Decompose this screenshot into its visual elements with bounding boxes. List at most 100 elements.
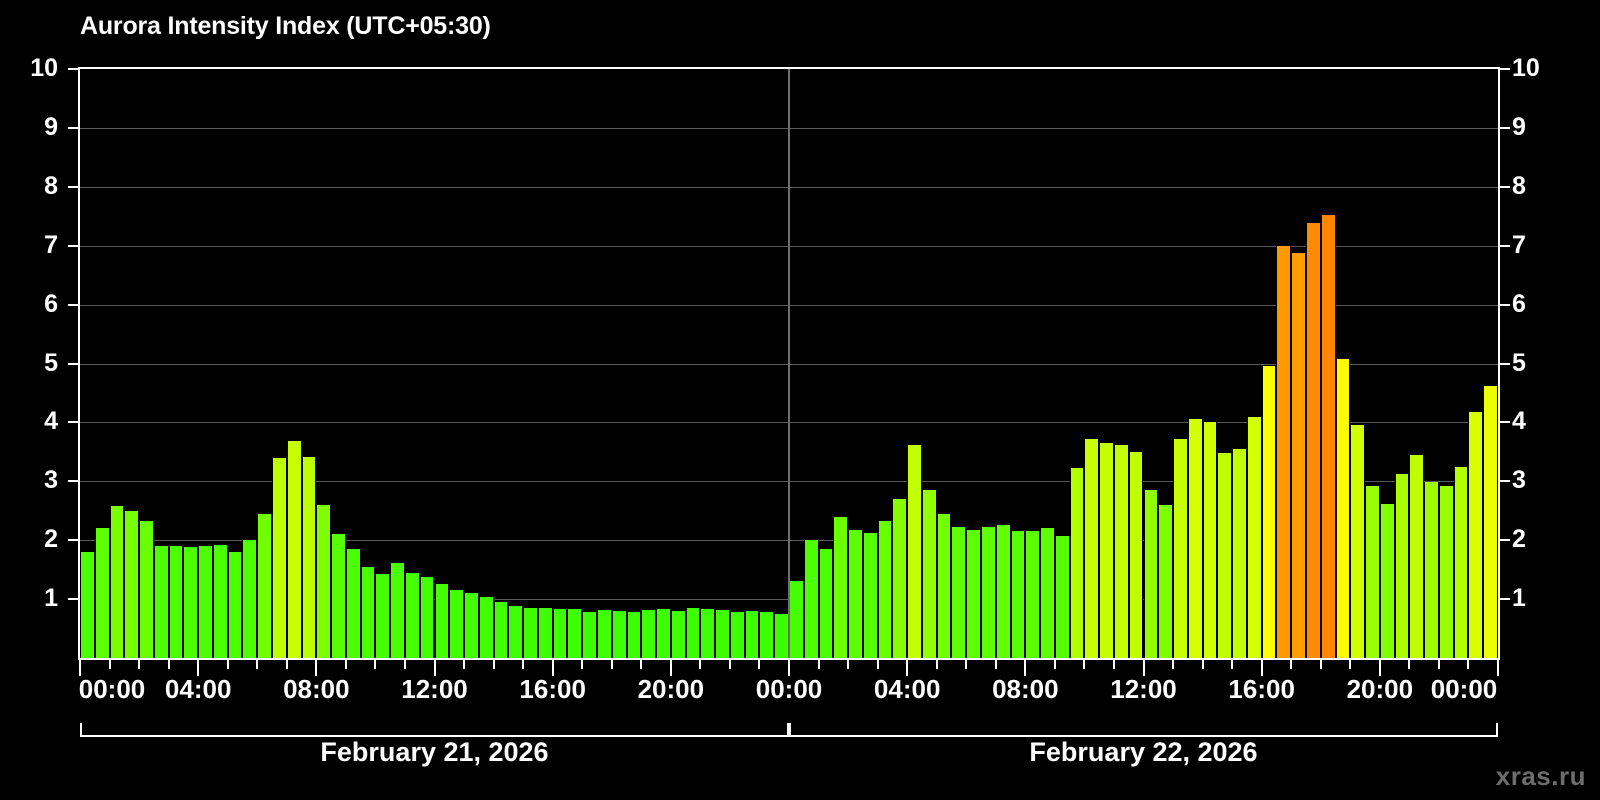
day-bracket-1: [80, 723, 789, 737]
watermark: xras.ru: [1495, 761, 1586, 791]
bar: [316, 504, 332, 658]
x-tick-28: [906, 660, 909, 676]
bar: [848, 529, 863, 658]
y-tick-mark-right-10: [1500, 68, 1510, 70]
bar: [183, 547, 199, 658]
bar: [124, 510, 140, 658]
x-tick-10: [374, 660, 377, 669]
x-tick-18: [610, 660, 613, 669]
bar: [567, 609, 583, 658]
bar: [1143, 490, 1159, 658]
x-axis-label-5: 20:00: [637, 674, 705, 704]
bar: [1394, 474, 1410, 658]
x-tick-34: [1083, 660, 1086, 669]
bar: [168, 546, 184, 658]
bar: [1084, 438, 1100, 658]
y-tick-mark-right-1: [1500, 598, 1510, 601]
bar: [596, 609, 612, 658]
bar: [109, 506, 125, 658]
bar: [626, 612, 642, 658]
bar: [419, 576, 435, 658]
bar: [1040, 528, 1055, 658]
bar: [523, 607, 538, 658]
bar: [892, 498, 908, 658]
bar: [1438, 486, 1454, 658]
day-divider: [788, 69, 790, 658]
bar: [404, 572, 420, 658]
bar: [478, 597, 494, 658]
bar: [1113, 444, 1129, 658]
bar: [656, 609, 671, 658]
y-tick-mark-left-3: [68, 480, 78, 483]
y-tick-label-left-8: 8: [44, 171, 58, 200]
day-label-1: February 21, 2026: [320, 737, 549, 767]
day-label-2: February 22, 2026: [1029, 737, 1258, 767]
bar: [803, 540, 819, 658]
y-tick-mark-left-5: [68, 362, 78, 365]
x-tick-13: [463, 660, 466, 669]
x-tick-6: [256, 660, 259, 669]
x-axis-label-9: 12:00: [1110, 674, 1177, 704]
bar: [789, 581, 804, 658]
bar: [272, 457, 287, 658]
y-tick-label-right-7: 7: [1512, 230, 1526, 259]
y-tick-mark-left-10: [68, 68, 78, 70]
bar: [1217, 453, 1233, 658]
bar: [1483, 385, 1498, 658]
bar: [774, 613, 789, 658]
bar: [80, 551, 95, 658]
y-tick-mark-right-8: [1500, 185, 1510, 188]
y-tick-mark-left-1: [68, 598, 78, 601]
bar: [685, 607, 701, 658]
x-tick-37: [1172, 660, 1175, 669]
bar: [139, 520, 154, 658]
bar: [921, 490, 937, 658]
x-tick-21: [699, 660, 702, 669]
x-axis-label-2: 08:00: [283, 674, 350, 704]
bar: [1173, 438, 1188, 658]
bar: [981, 527, 996, 658]
x-tick-4: [197, 660, 200, 676]
x-axis-label-6: 00:00: [755, 674, 823, 704]
x-tick-27: [876, 660, 879, 669]
bar: [611, 610, 627, 658]
y-tick-label-left-4: 4: [44, 407, 58, 436]
x-tick-26: [847, 660, 850, 669]
bar: [1054, 535, 1070, 658]
y-tick-label-left-9: 9: [44, 112, 58, 141]
x-axis-label-12: 00:00: [1430, 674, 1498, 704]
bar: [1453, 466, 1469, 658]
bar: [877, 521, 893, 658]
y-tick-label-right-5: 5: [1512, 348, 1526, 377]
bar: [242, 540, 258, 658]
bar: [1025, 531, 1041, 658]
bar: [582, 612, 597, 658]
x-axis-label-11: 20:00: [1346, 674, 1414, 704]
bars-container: [80, 69, 1498, 658]
y-tick-mark-right-5: [1500, 362, 1510, 365]
y-tick-mark-left-4: [68, 421, 78, 424]
bar: [1246, 416, 1262, 658]
bar: [936, 513, 952, 658]
y-tick-mark-left-9: [68, 126, 78, 129]
y-tick-mark-right-3: [1500, 480, 1510, 483]
x-axis-label-1: 04:00: [164, 674, 232, 704]
x-tick-30: [965, 660, 968, 669]
y-tick-label-left-3: 3: [44, 466, 58, 495]
x-tick-24: [788, 660, 790, 676]
bar: [1099, 443, 1114, 658]
x-tick-44: [1378, 660, 1381, 676]
bar: [744, 610, 760, 658]
bar: [833, 516, 849, 658]
bar: [995, 525, 1011, 658]
y-tick-label-right-6: 6: [1512, 289, 1526, 318]
x-tick-31: [994, 660, 997, 669]
x-tick-12: [433, 660, 436, 676]
bar: [1187, 419, 1203, 658]
bar: [1424, 482, 1439, 658]
y-tick-label-right-9: 9: [1512, 112, 1526, 141]
bar: [286, 441, 302, 658]
x-tick-15: [522, 660, 525, 669]
bar: [390, 562, 405, 658]
